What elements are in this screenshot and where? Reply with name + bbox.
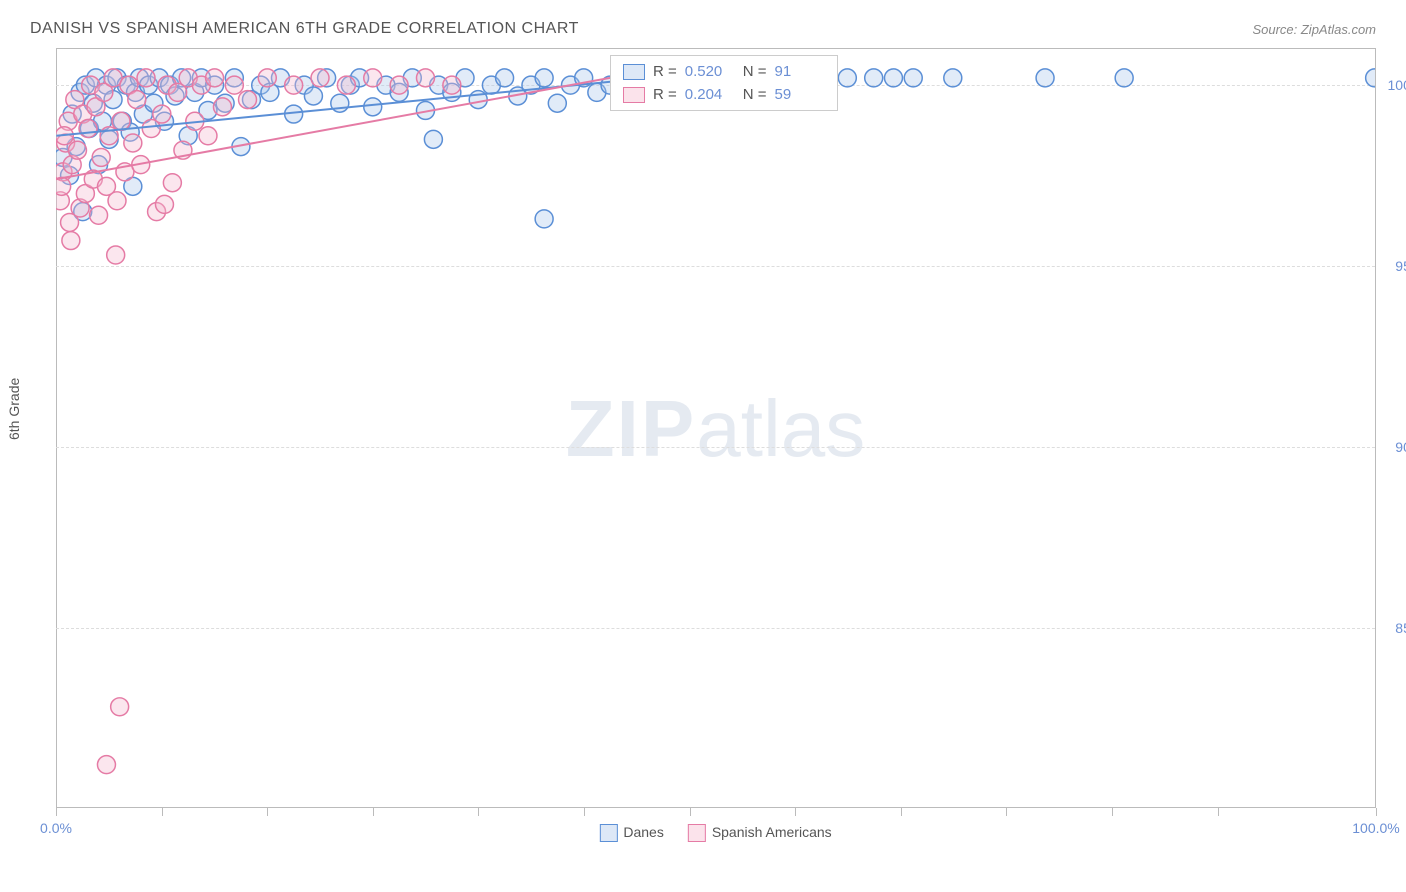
data-point — [137, 69, 155, 87]
data-point — [944, 69, 962, 87]
legend-swatch — [623, 64, 645, 80]
y-tick-label: 95.0% — [1395, 258, 1406, 274]
data-point — [496, 69, 514, 87]
x-tick — [584, 808, 585, 816]
data-point — [112, 112, 130, 130]
x-tick — [1112, 808, 1113, 816]
data-point — [90, 206, 108, 224]
chart-source: Source: ZipAtlas.com — [1252, 22, 1376, 37]
data-point — [443, 76, 461, 94]
data-point — [285, 76, 303, 94]
y-tick-label: 90.0% — [1395, 439, 1406, 455]
data-point — [311, 69, 329, 87]
x-tick — [1376, 808, 1377, 816]
data-point — [206, 69, 224, 87]
legend-swatch — [623, 87, 645, 103]
data-point — [239, 91, 257, 109]
data-point — [838, 69, 856, 87]
legend-item: Spanish Americans — [688, 824, 832, 842]
x-tick — [478, 808, 479, 816]
data-point — [225, 76, 243, 94]
x-tick — [1006, 808, 1007, 816]
stats-n-label: N = — [743, 86, 767, 103]
x-tick — [56, 808, 57, 816]
scatter-svg — [56, 49, 1375, 808]
stats-n-value: 59 — [775, 86, 825, 103]
data-point — [865, 69, 883, 87]
x-tick-label: 100.0% — [1352, 820, 1399, 836]
stats-row: R = 0.520 N = 91 — [611, 60, 837, 83]
legend-swatch — [688, 824, 706, 842]
chart-title: DANISH VS SPANISH AMERICAN 6TH GRADE COR… — [30, 20, 579, 38]
data-point — [884, 69, 902, 87]
data-point — [548, 94, 566, 112]
y-axis-label: 6th Grade — [6, 378, 22, 440]
data-point — [92, 148, 110, 166]
stats-r-value: 0.204 — [685, 86, 735, 103]
x-tick — [162, 808, 163, 816]
data-point — [416, 69, 434, 87]
data-point — [1036, 69, 1054, 87]
data-point — [107, 246, 125, 264]
data-point — [258, 69, 276, 87]
legend-swatch — [599, 824, 617, 842]
data-point — [390, 76, 408, 94]
data-point — [337, 76, 355, 94]
data-point — [1115, 69, 1133, 87]
data-point — [904, 69, 922, 87]
data-point — [199, 127, 217, 145]
data-point — [108, 192, 126, 210]
x-tick — [795, 808, 796, 816]
stats-r-label: R = — [653, 86, 677, 103]
data-point — [364, 98, 382, 116]
data-point — [56, 177, 71, 195]
data-point — [1366, 69, 1375, 87]
data-point — [124, 134, 142, 152]
y-tick-label: 85.0% — [1395, 620, 1406, 636]
x-tick — [1218, 808, 1219, 816]
chart-plot-area: ZIPatlas 85.0%90.0%95.0%100.0% 0.0%100.0… — [56, 48, 1376, 808]
legend-label: Spanish Americans — [712, 824, 832, 840]
stats-r-value: 0.520 — [685, 63, 735, 80]
x-tick — [373, 808, 374, 816]
stats-legend-box: R = 0.520 N = 91 R = 0.204 N = 59 — [610, 55, 838, 111]
data-point — [128, 91, 146, 109]
x-tick-label: 0.0% — [40, 820, 72, 836]
stats-r-label: R = — [653, 63, 677, 80]
data-point — [97, 756, 115, 774]
data-point — [213, 98, 231, 116]
legend: Danes Spanish Americans — [599, 824, 831, 842]
stats-n-value: 91 — [775, 63, 825, 80]
stats-row: R = 0.204 N = 59 — [611, 83, 837, 106]
data-point — [79, 120, 97, 138]
data-point — [364, 69, 382, 87]
stats-n-label: N = — [743, 63, 767, 80]
data-point — [62, 232, 80, 250]
data-point — [304, 87, 322, 105]
data-point — [155, 195, 173, 213]
x-tick — [901, 808, 902, 816]
y-tick-label: 100.0% — [1388, 77, 1406, 93]
data-point — [424, 130, 442, 148]
data-point — [163, 174, 181, 192]
data-point — [535, 210, 553, 228]
x-tick — [267, 808, 268, 816]
legend-label: Danes — [623, 824, 663, 840]
data-point — [111, 698, 129, 716]
data-point — [68, 141, 86, 159]
legend-item: Danes — [599, 824, 663, 842]
data-point — [153, 105, 171, 123]
data-point — [535, 69, 553, 87]
x-tick — [690, 808, 691, 816]
